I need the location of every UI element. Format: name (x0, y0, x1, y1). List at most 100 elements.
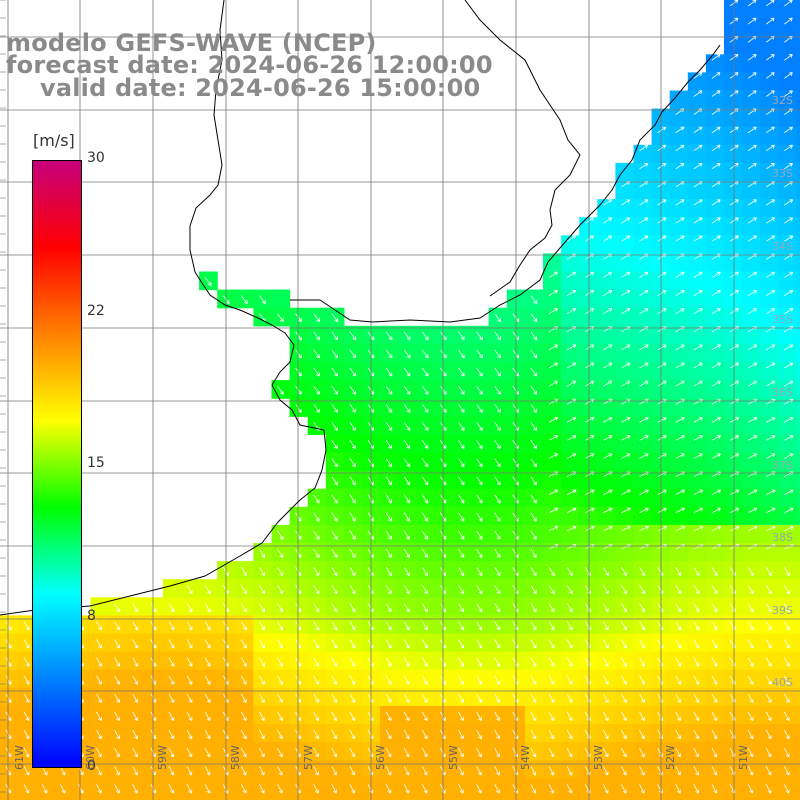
wind-arrow (476, 603, 483, 613)
wind-arrow (476, 349, 483, 359)
wind-arrow (765, 435, 776, 441)
wind-speed-cell (724, 724, 743, 743)
wind-arrow (530, 476, 537, 486)
wind-arrow (313, 530, 320, 540)
wind-speed-cell (742, 54, 761, 73)
wind-speed-cell (434, 488, 454, 508)
wind-speed-cell (524, 597, 544, 616)
colorbar-tick-22: 22 (87, 303, 105, 319)
wind-speed-cell (307, 615, 327, 635)
lon-label: 57W (302, 745, 315, 770)
wind-speed-cell (434, 543, 454, 562)
wind-arrow (747, 621, 754, 631)
wind-arrow (548, 525, 559, 532)
wind-speed-cell (325, 416, 345, 435)
wind-arrow (566, 289, 577, 296)
wind-arrow (784, 90, 793, 97)
wind-speed-cell (669, 778, 689, 797)
wind-arrow (385, 765, 392, 776)
wind-speed-cell (307, 524, 327, 544)
wind-arrow (548, 621, 555, 631)
wind-arrow (259, 765, 265, 776)
wind-speed-cell (579, 561, 598, 580)
wind-arrow (747, 199, 757, 206)
wind-speed-cell (633, 724, 653, 743)
wind-speed-cell (144, 687, 164, 707)
wind-arrow (765, 271, 776, 278)
wind-arrow (114, 765, 120, 776)
wind-arrow (476, 621, 483, 631)
wind-arrow (548, 784, 555, 794)
wind-arrow (476, 693, 483, 703)
wind-speed-cell (633, 778, 653, 797)
wind-speed-cell (271, 524, 291, 544)
wind-speed-cell (470, 452, 490, 472)
wind-speed-cell (561, 742, 580, 761)
wind-speed-cell (579, 253, 598, 273)
wind-speed-cell (452, 561, 472, 580)
wind-arrow (331, 566, 338, 576)
wind-speed-cell (343, 687, 363, 707)
wind-speed-cell (398, 561, 417, 580)
wind-arrow (530, 765, 537, 776)
wind-arrow (403, 403, 411, 413)
wind-speed-cell (470, 796, 490, 800)
wind-arrow (494, 729, 501, 740)
wind-speed-cell (687, 126, 707, 146)
wind-speed-cell (325, 687, 345, 707)
wind-arrow (784, 380, 794, 387)
wind-speed-cell (669, 470, 689, 490)
wind-arrow (168, 621, 175, 631)
wind-speed-cell (271, 669, 291, 689)
wind-arrow (765, 162, 775, 170)
wind-arrow (747, 657, 754, 667)
wind-speed-cell (271, 705, 291, 725)
wind-speed-cell (796, 54, 800, 73)
wind-speed-cell (398, 597, 417, 616)
wind-speed-cell (778, 796, 797, 800)
wind-speed-cell (615, 416, 635, 435)
wind-arrow (23, 784, 30, 794)
wind-speed-cell (669, 380, 689, 399)
wind-arrow (476, 711, 483, 722)
wind-speed-cell (705, 398, 725, 417)
wind-arrow (458, 747, 464, 758)
wind-arrow (421, 621, 428, 631)
wind-speed-cell (470, 561, 490, 580)
wind-arrow (421, 440, 429, 450)
wind-speed-cell (778, 199, 797, 218)
wind-arrow (476, 765, 482, 776)
wind-arrow (494, 693, 501, 703)
wind-speed-cell (669, 796, 689, 800)
wind-speed-cell (543, 307, 562, 327)
wind-speed-cell (543, 452, 562, 472)
wind-speed-cell (488, 796, 508, 800)
wind-arrow (621, 603, 627, 613)
wind-speed-cell (325, 343, 345, 363)
wind-speed-cell (398, 579, 417, 598)
wind-speed-cell (543, 524, 562, 544)
wind-arrow (476, 784, 482, 794)
wind-arrow (675, 344, 685, 351)
wind-arrow (639, 162, 649, 170)
wind-speed-cell (452, 380, 472, 399)
wind-speed-cell (669, 416, 689, 435)
lon-label: 54W (519, 745, 532, 770)
wind-speed-cell (633, 543, 653, 562)
wind-speed-cell (705, 724, 725, 743)
wind-arrow (349, 403, 357, 413)
wind-arrow (494, 548, 501, 558)
wind-arrow (313, 331, 321, 341)
wind-speed-cell (669, 579, 689, 598)
wind-speed-cell (181, 796, 200, 800)
wind-arrow (603, 344, 613, 351)
wind-speed-cell (470, 687, 490, 707)
wind-arrow (711, 235, 721, 242)
wind-arrow (566, 235, 576, 242)
wind-speed-cell (633, 217, 653, 236)
wind-arrow (240, 639, 247, 649)
wind-arrow (548, 729, 555, 740)
wind-speed-cell (742, 144, 761, 164)
wind-arrow (277, 313, 284, 323)
